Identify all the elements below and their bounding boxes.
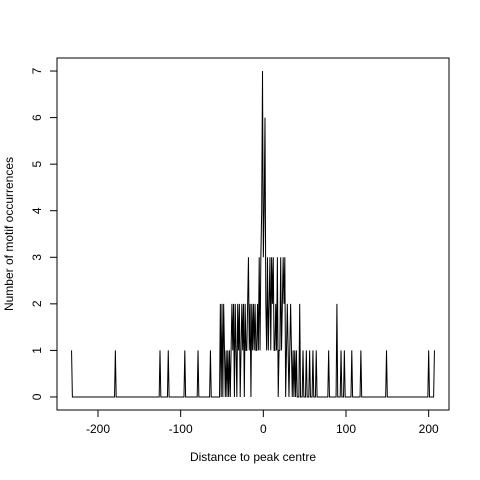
data-line [71, 71, 435, 398]
x-tick-label: 100 [336, 422, 356, 436]
y-axis-label: Number of motif occurrences [2, 157, 16, 311]
y-tick-label: 6 [30, 114, 44, 121]
x-tick-label: -100 [169, 422, 193, 436]
x-tick-label: 200 [419, 422, 439, 436]
x-axis-label: Distance to peak centre [190, 450, 316, 464]
x-tick-label: 0 [260, 422, 267, 436]
y-tick-label: 7 [30, 67, 44, 74]
y-tick-label: 3 [30, 254, 44, 261]
y-tick-label: 4 [30, 207, 44, 214]
y-tick-label: 1 [30, 347, 44, 354]
y-tick-label: 2 [30, 300, 44, 307]
y-tick-label: 5 [30, 161, 44, 168]
x-tick-label: -200 [86, 422, 110, 436]
y-tick-label: 0 [30, 393, 44, 400]
